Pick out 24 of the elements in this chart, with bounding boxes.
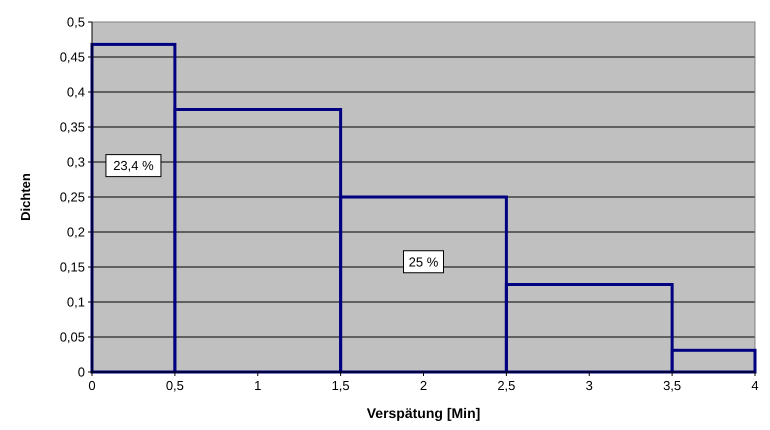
x-tick-label: 0,5: [166, 378, 184, 393]
y-tick-label: 0,45: [60, 50, 85, 65]
y-tick-label: 0,5: [66, 14, 85, 30]
x-tick-label: 2: [420, 378, 428, 393]
y-tick-label: 0,25: [60, 190, 85, 205]
y-axis-title: Dichten: [18, 173, 33, 221]
x-tick-label: 2,5: [497, 378, 516, 393]
y-tick-label: 0,4: [66, 84, 85, 100]
y-tick-label: 0,35: [60, 120, 85, 135]
x-tick-label: 4: [751, 378, 759, 393]
y-tick-label: 0,1: [66, 294, 85, 310]
annotation: 25 %: [408, 254, 439, 270]
x-axis-title: Verspätung [Min]: [366, 405, 480, 421]
y-tick-label: 0,3: [66, 154, 85, 170]
y-tick-label: 0,15: [60, 260, 85, 275]
x-tick-label: 3: [586, 378, 593, 393]
y-tick-label: 0,2: [66, 224, 85, 240]
x-tick-label: 1: [254, 378, 262, 393]
x-tick-label: 0: [88, 378, 96, 393]
x-tick-label: 3,5: [663, 378, 682, 393]
y-tick-label: 0,05: [60, 330, 85, 345]
y-tick-label: 0: [78, 364, 85, 380]
annotation: 23,4 %: [113, 158, 154, 174]
x-tick-label: 1,5: [332, 378, 350, 393]
